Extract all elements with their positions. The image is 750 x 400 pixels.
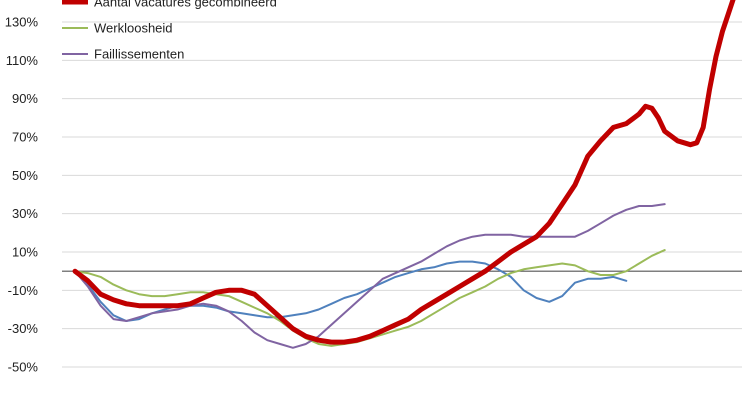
series-lines: [72, 0, 736, 349]
y-tick-label: 50%: [12, 168, 38, 183]
y-tick-label: 30%: [12, 206, 38, 221]
legend-label: Werkloosheid: [94, 21, 173, 36]
series-line-unnamed: [74, 260, 628, 322]
y-tick-label: -10%: [8, 283, 39, 298]
y-tick-label: -30%: [8, 321, 39, 336]
y-axis-ticks: 130% 110% 90% 70% 50% 30% 10% -10% -30% -50%: [5, 15, 39, 375]
series-line-faillissementen: [74, 203, 666, 349]
legend-label: Faillissementen: [94, 47, 184, 62]
legend-label: Aantal vacatures gecombineerd: [94, 0, 277, 10]
gridlines: [62, 21, 742, 368]
y-tick-label: -50%: [8, 360, 39, 375]
y-tick-label: 90%: [12, 91, 38, 106]
y-tick-label: 110%: [6, 53, 39, 68]
series-line-aantal-vacatures-gecombineerd: [72, 0, 736, 345]
y-tick-label: 130%: [5, 15, 39, 30]
y-tick-label: 10%: [12, 245, 38, 260]
series-line-werkloosheid: [74, 249, 666, 347]
legend: Aantal vacatures gecombineerd Werklooshei…: [62, 0, 277, 62]
y-tick-label: 70%: [12, 130, 38, 145]
